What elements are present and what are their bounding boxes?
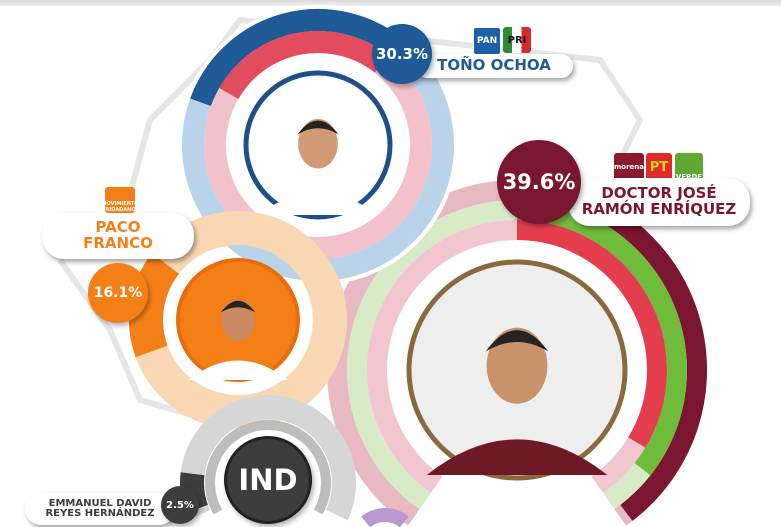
ring-arc-value (190, 9, 404, 107)
ring-arc-party (516, 220, 667, 448)
candidate-name-jose-ramon-enriquez: DOCTOR JOSÉ RAMÓN ENRÍQUEZ (568, 178, 750, 226)
name-line-1: EMMANUEL DAVID (48, 497, 152, 509)
percent-badge-tono-ochoa: 30.3% (372, 24, 432, 84)
ring-arc-party (219, 31, 389, 100)
candidate-name-tono-ochoa: TOÑO OCHOA (415, 54, 573, 78)
pt-logo: PT (646, 153, 672, 181)
candidate-photo-jose-ramon-enriquez (426, 327, 608, 475)
percent-badge-emmanuel-reyes: 2.5% (161, 486, 199, 524)
movimiento-ciudadano-logo: MOVIMIENTO CIUDADANO (102, 187, 138, 213)
ring-track-inner (205, 420, 331, 515)
name-line-2: RAMÓN ENRÍQUEZ (581, 200, 737, 218)
candidate-name-emmanuel-reyes: EMMANUEL DAVID REYES HERNÁNDEZ (25, 493, 175, 525)
name-line-2: REYES HERNÁNDEZ (45, 508, 155, 519)
candidate-name-paco-franco: PACO FRANCO (42, 213, 194, 259)
pan-logo: PAN (473, 27, 501, 55)
name-line-2: FRANCO (83, 234, 153, 252)
verde-logo: VERDE (675, 153, 703, 181)
ring-arc-value (129, 252, 180, 358)
ind-badge: IND (224, 436, 312, 524)
percent-badge-paco-franco: 16.1% (88, 263, 148, 323)
morena-logo: morena (614, 153, 644, 181)
ring-arc-party (516, 200, 687, 476)
candidate-photo-paco-franco (188, 299, 288, 380)
top-bar (0, 0, 781, 6)
percent-badge-jose-ramon-enriquez: 39.6% (497, 140, 581, 224)
name-line-1: DOCTOR JOSÉ (601, 184, 717, 203)
candidate-photo-tono-ochoa (259, 118, 377, 215)
name-line-1: PACO (95, 218, 141, 237)
ring-arc-other (361, 508, 409, 527)
pri-logo: PRI (503, 27, 531, 53)
ring-track (180, 395, 356, 521)
